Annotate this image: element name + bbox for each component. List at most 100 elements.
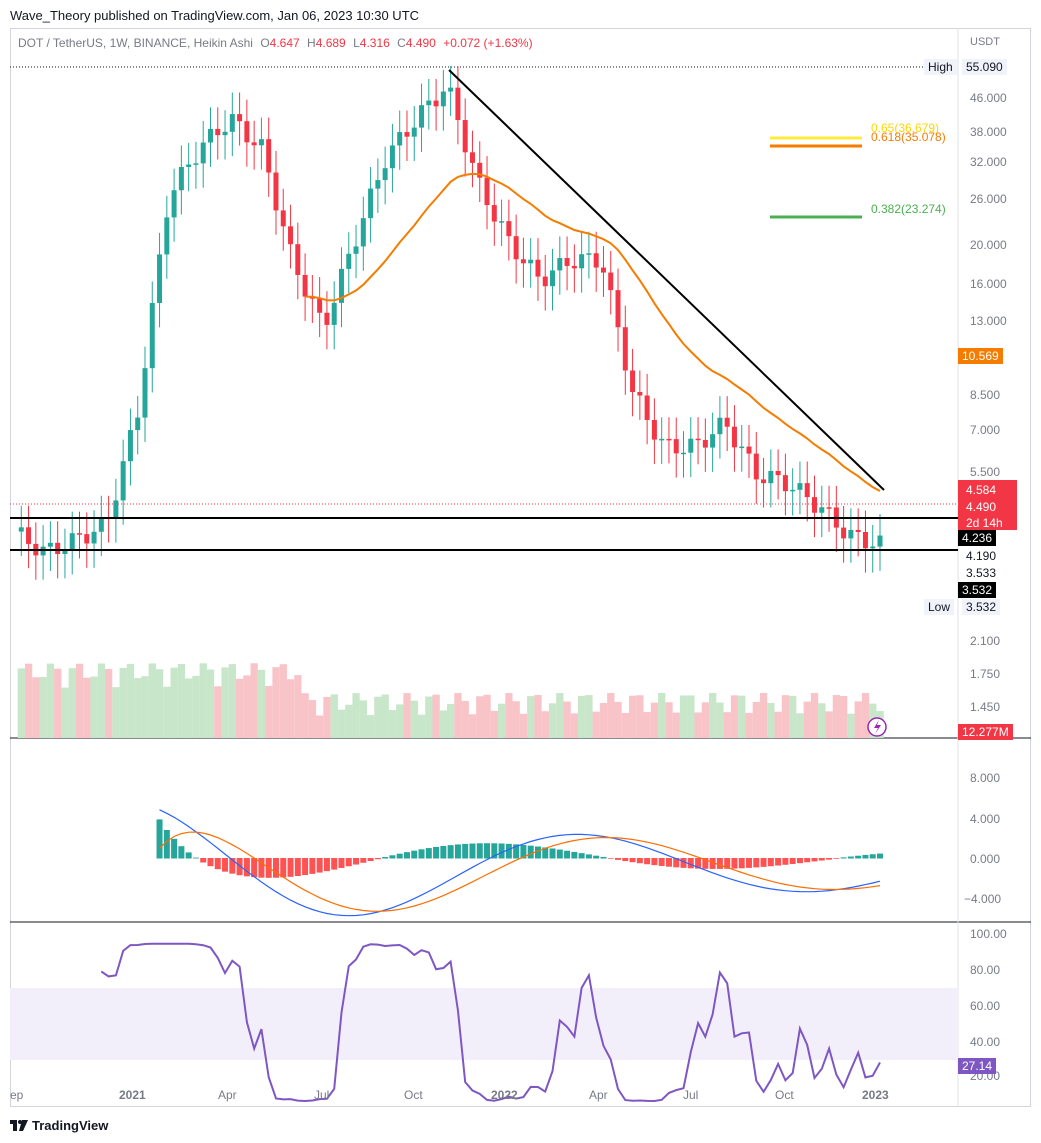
volume-bar: [672, 712, 680, 738]
candle-body: [615, 290, 621, 328]
candle-body: [717, 417, 723, 435]
macd-histogram-bar: [578, 853, 585, 859]
candle-body: [608, 272, 614, 291]
volume-bar: [585, 695, 593, 738]
last-price-tag: 4.490: [966, 500, 997, 514]
volume-bar: [119, 667, 127, 738]
candle-body: [666, 438, 672, 441]
macd-histogram-bar: [338, 858, 345, 868]
candle-body: [448, 87, 454, 92]
macd-histogram-bar: [222, 858, 229, 872]
volume-tick: 1.750: [970, 667, 1000, 681]
time-label: Apr: [589, 1088, 608, 1102]
rsi-band: [10, 988, 958, 1060]
candle-body: [207, 128, 213, 143]
candle-body: [862, 531, 868, 549]
fib-65-label: 0.65(36.679): [871, 121, 939, 135]
candle-body: [237, 114, 243, 122]
macd-histogram-bar: [323, 858, 330, 872]
volume-bar: [607, 693, 615, 738]
candle-body: [317, 298, 323, 313]
time-label: Jul: [683, 1088, 698, 1102]
candle-body: [368, 188, 374, 219]
candle-body: [186, 164, 192, 167]
volume-bar: [308, 700, 317, 738]
macd-histogram-bar: [200, 858, 207, 863]
support2-price-tag: 4.190: [966, 549, 997, 563]
macd-histogram-bar: [833, 858, 840, 859]
candle-body: [382, 168, 388, 181]
candle-body: [40, 546, 46, 556]
macd-histogram-bar: [804, 858, 811, 863]
candle-body: [98, 517, 104, 532]
macd-tick: 0.000: [970, 852, 1000, 866]
candle-body: [761, 479, 767, 484]
downtrend-line[interactable]: [448, 69, 885, 491]
candle-body: [557, 258, 563, 271]
rsi-tick: 100.00: [970, 927, 1007, 941]
volume-bar: [279, 664, 287, 738]
close-label: C: [397, 36, 406, 50]
volume-bar: [832, 694, 841, 738]
rsi-tick: 40.00: [970, 1035, 1000, 1049]
volume-bar: [185, 678, 193, 738]
volume-bar: [505, 693, 513, 738]
time-label: 2022: [491, 1088, 518, 1102]
volume-bar: [745, 712, 753, 738]
footer-brand: TradingView: [32, 1118, 109, 1133]
macd-histogram-bar: [629, 858, 636, 863]
macd-histogram: [156, 819, 883, 878]
volume-bar: [352, 693, 360, 738]
volume-bar: [170, 667, 178, 738]
candle-body: [469, 152, 475, 163]
macd-histogram-bar: [877, 853, 883, 859]
volume-bar: [243, 675, 251, 738]
low-price-tag-b: 3.532: [958, 582, 997, 598]
macd-histogram-bar: [636, 858, 643, 864]
candle-body: [331, 302, 337, 325]
macd-histogram-bar: [425, 848, 432, 859]
candle-body: [630, 370, 636, 392]
macd-histogram-bar: [498, 843, 505, 859]
volume-bar: [497, 703, 506, 738]
macd-histogram-bar: [680, 858, 687, 868]
macd-histogram-bar: [571, 851, 578, 859]
volume-bar: [527, 696, 535, 738]
candle-body: [499, 221, 505, 223]
candle-body: [819, 507, 825, 513]
volume-bar: [206, 669, 215, 738]
chart-frame: [10, 28, 1031, 1107]
macd-histogram-bar: [440, 845, 447, 859]
tradingview-footer[interactable]: TradingView: [10, 1118, 108, 1133]
candle-body: [346, 253, 352, 269]
candle-body: [280, 210, 286, 227]
macd-histogram-bar: [855, 855, 862, 859]
macd-histogram-bar: [251, 858, 258, 878]
support-price-tag: 4.236: [958, 530, 997, 546]
macd-histogram-bar: [302, 858, 309, 876]
volume-bar: [519, 713, 528, 738]
volume-bar: [366, 715, 375, 738]
volume-bar: [854, 701, 862, 738]
high-label: H: [307, 36, 316, 50]
candle-body: [746, 446, 752, 454]
candle-body: [826, 507, 832, 509]
volume-bar: [468, 714, 477, 738]
time-label: 2023: [862, 1088, 889, 1102]
macd-histogram-bar: [782, 858, 789, 865]
volume-bar: [861, 693, 870, 738]
macd-histogram-bar: [214, 858, 221, 870]
volume-bar: [214, 686, 222, 738]
price-tick: 7.000: [970, 423, 1000, 437]
volume-bar: [323, 696, 331, 738]
macd-histogram-bar: [476, 843, 483, 859]
candle-body: [84, 534, 90, 544]
rsi-value-tag: 27.14: [958, 1058, 997, 1074]
macd-histogram-bar: [840, 857, 847, 859]
volume-bar: [643, 712, 651, 738]
macd-histogram-bar: [396, 853, 403, 859]
volume-bar: [221, 667, 229, 738]
ma-price-tag: 10.569: [958, 348, 1003, 364]
candle-body: [113, 500, 119, 519]
